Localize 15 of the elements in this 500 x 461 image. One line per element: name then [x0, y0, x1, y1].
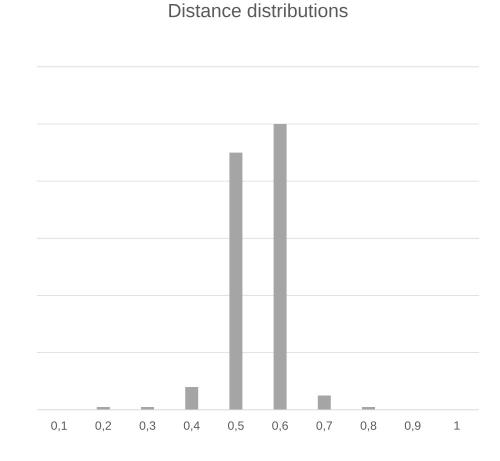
- bar: [185, 387, 198, 410]
- x-tick-label: 0,9: [404, 421, 420, 432]
- x-tick-label: 0,5: [228, 421, 244, 432]
- x-tick-label: 0,3: [140, 421, 156, 432]
- x-tick-label: 0,7: [316, 421, 332, 432]
- bar: [274, 124, 287, 410]
- x-tick-label: 0,8: [360, 421, 376, 432]
- chart-title: Distance distributions: [169, 3, 348, 18]
- x-tick-label: 0,4: [184, 421, 200, 432]
- x-tick-label: 0,1: [51, 421, 67, 432]
- bar: [318, 396, 331, 410]
- bar: [229, 152, 242, 410]
- x-tick-label: 0,2: [95, 421, 112, 432]
- x-tick-label: 1: [454, 421, 460, 430]
- x-tick-label: 0,6: [272, 421, 288, 432]
